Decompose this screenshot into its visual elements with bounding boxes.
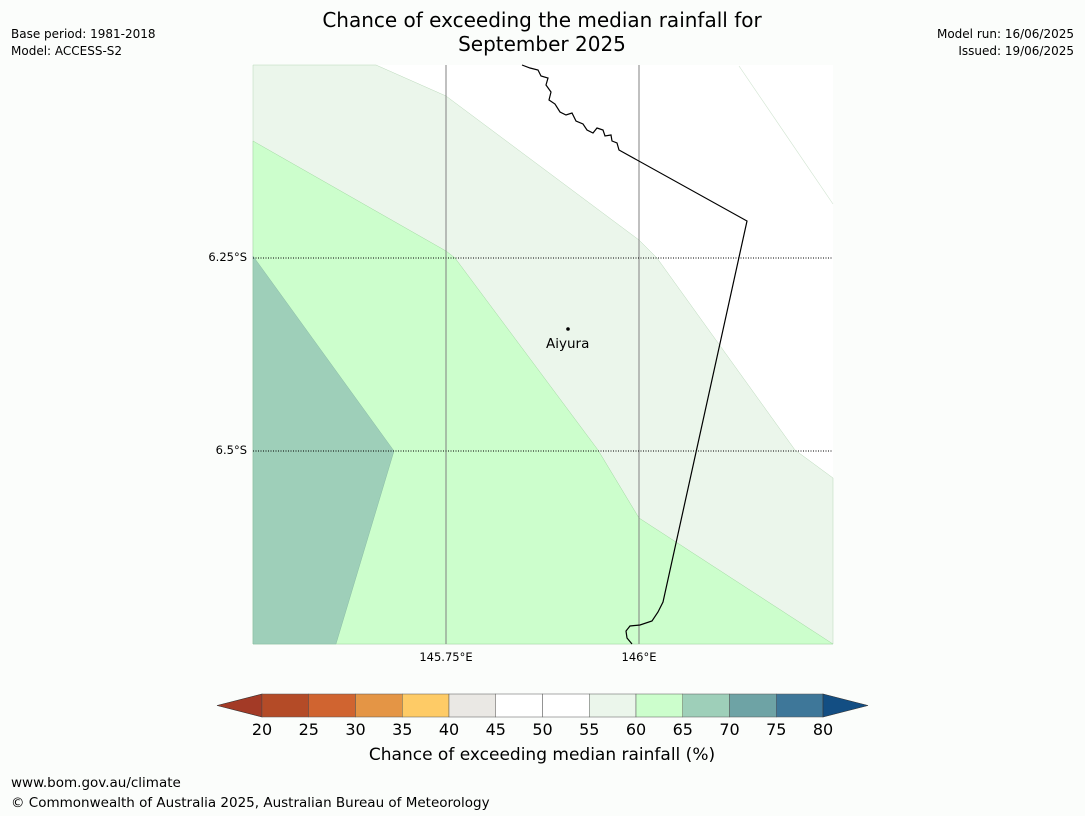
aiyura-marker [566,327,570,331]
colorbar-segment-40-45 [448,693,496,718]
meta-left: Base period: 1981-2018 Model: ACCESS-S2 [11,26,156,60]
province-boundary [521,64,748,645]
meta-right: Model run: 16/06/2025 Issued: 19/06/2025 [937,26,1074,60]
lat-label-6-25: 6.25°S [208,250,247,264]
colorbar-tick-50: 50 [532,720,553,739]
colorbar-tick-60: 60 [625,720,647,739]
colorbar-title: Chance of exceeding median rainfall (%) [368,745,716,765]
colorbar-tick-25: 25 [298,720,319,739]
lon-label-146: 146°E [621,650,657,664]
colorbar-segment-45-50 [495,693,543,718]
region-60-65 [252,140,834,645]
colorbar-tick-80: 80 [812,720,834,739]
title-line-2: September 2025 [458,32,626,56]
footer-copyright: © Commonwealth of Australia 2025, Austra… [11,795,490,811]
title-line-1: Chance of exceeding the median rainfall … [322,8,762,32]
colorbar-segment-20-25 [261,693,309,718]
colorbar-tick-40: 40 [438,720,460,739]
colorbar-tick-45: 45 [485,720,506,739]
colorbar-segment-25-30 [308,693,356,718]
base-period: Base period: 1981-2018 [11,27,156,41]
lat-label-6-5: 6.5°S [215,443,247,457]
map-title: Chance of exceeding the median rainfall … [242,8,842,56]
colorbar-segment-65-70 [682,693,730,718]
colorbar-tick-70: 70 [719,720,740,739]
colorbar-tick-20: 20 [251,720,273,739]
model-run: Model run: 16/06/2025 [936,27,1074,41]
colorbar-segment-75-80 [776,693,824,718]
colorbar-tick-55: 55 [579,720,600,739]
colorbar-tick-75: 75 [766,720,787,739]
contour-line [738,65,834,205]
colorbar-tick-35: 35 [392,720,413,739]
colorbar-tick-30: 30 [345,720,366,739]
map-area [252,64,834,645]
colorbar-segment-30-35 [355,693,403,718]
region-65-70 [252,255,395,645]
colorbar-segment-50-55 [542,693,590,718]
place-label-aiyura: Aiyura [546,336,590,352]
colorbar-extend-low [216,693,263,718]
colorbar-segment-60-65 [635,693,683,718]
model-name: Model: ACCESS-S2 [11,44,123,58]
lon-label-145-75: 145.75°E [419,650,473,664]
issued-date: Issued: 19/06/2025 [958,44,1074,58]
colorbar-segment-70-75 [729,693,777,718]
colorbar-segment-55-60 [589,693,637,718]
colorbar-extend-high [822,693,869,718]
footer-url[interactable]: www.bom.gov.au/climate [11,775,181,791]
colorbar-tick-65: 65 [672,720,693,739]
colorbar-segment-35-40 [402,693,450,718]
